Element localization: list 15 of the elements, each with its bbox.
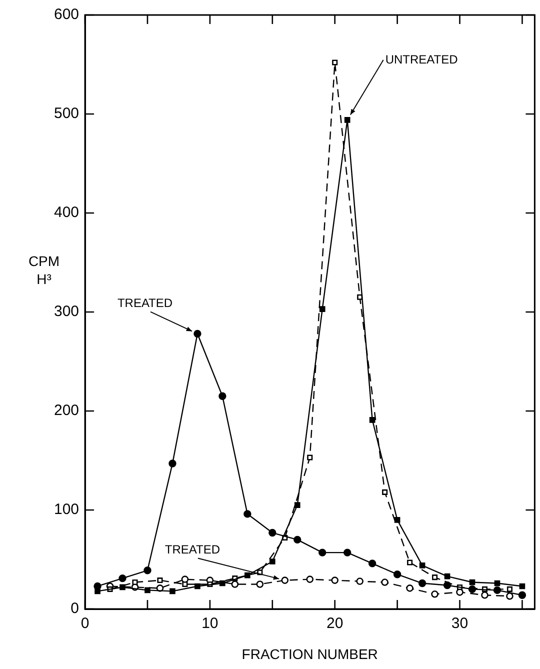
y-tick-label: 600: [54, 6, 80, 24]
annotation: TREATED: [164, 542, 220, 557]
x-tick-label: 20: [326, 615, 344, 632]
x-axis-title: FRACTION NUMBER: [242, 646, 378, 662]
y-tick-label: 0: [70, 600, 80, 618]
x-tick-label: 30: [451, 615, 468, 632]
y-axis-title: CPM H³: [28, 252, 60, 287]
x-tick-label: 10: [202, 615, 218, 632]
annotation: TREATED: [117, 296, 173, 310]
y-tick-label: 500: [54, 105, 80, 122]
annotation: UNTREATED: [385, 52, 458, 66]
y-tick-label: 400: [54, 204, 80, 222]
y-tick-label: 200: [54, 402, 80, 420]
y-tick-label: 300: [54, 303, 80, 320]
y-tick-label: 100: [54, 501, 80, 518]
